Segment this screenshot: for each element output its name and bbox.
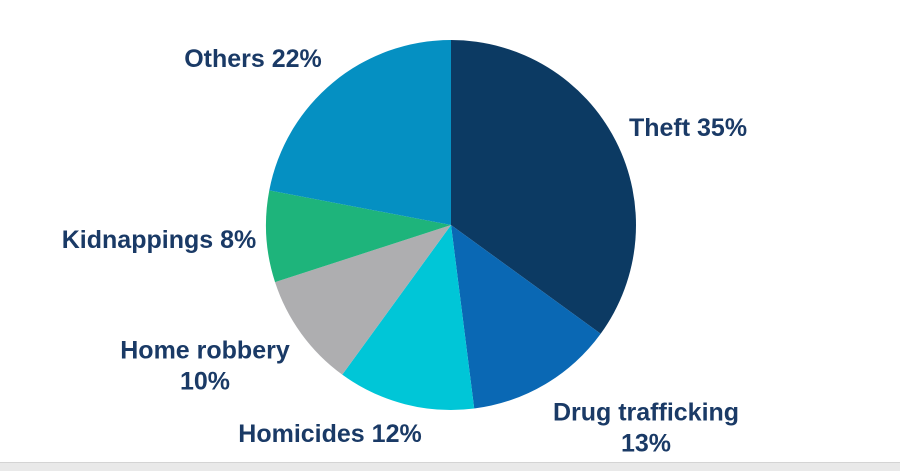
page-bottom-divider bbox=[0, 462, 900, 471]
slice-name: Drug trafficking bbox=[552, 398, 740, 427]
slice-label-homicides: Homicides 12% bbox=[238, 419, 421, 450]
slice-label-drug-trafficking: Drug trafficking 13% bbox=[553, 398, 739, 459]
pie-slice-others bbox=[269, 40, 451, 225]
slice-name: Home robbery bbox=[120, 336, 290, 365]
slice-pct: 12% bbox=[371, 419, 422, 448]
slice-label-kidnappings: Kidnappings 8% bbox=[62, 225, 256, 256]
slice-pct: 8% bbox=[220, 225, 257, 254]
slice-pct: 10% bbox=[179, 367, 231, 395]
pie-slice-theft bbox=[451, 40, 637, 334]
slice-label-home-robbery: Home robbery 10% bbox=[120, 336, 289, 397]
pie-slice-home-robbery bbox=[275, 225, 451, 375]
slice-label-theft: Theft 35% bbox=[629, 113, 747, 144]
slice-pct: 13% bbox=[620, 429, 672, 457]
slice-pct: 22% bbox=[271, 44, 322, 73]
slice-name: Theft bbox=[628, 113, 691, 142]
slice-name: Kidnappings bbox=[61, 225, 214, 254]
pie-slice-drug-trafficking bbox=[451, 225, 601, 409]
slice-name: Others bbox=[184, 44, 265, 73]
slice-name: Homicides bbox=[238, 419, 365, 448]
slice-pct: 35% bbox=[697, 113, 748, 142]
slice-label-others: Others 22% bbox=[184, 44, 322, 75]
pie-slice-homicides bbox=[342, 225, 475, 410]
pie-slice-kidnappings bbox=[265, 190, 451, 283]
